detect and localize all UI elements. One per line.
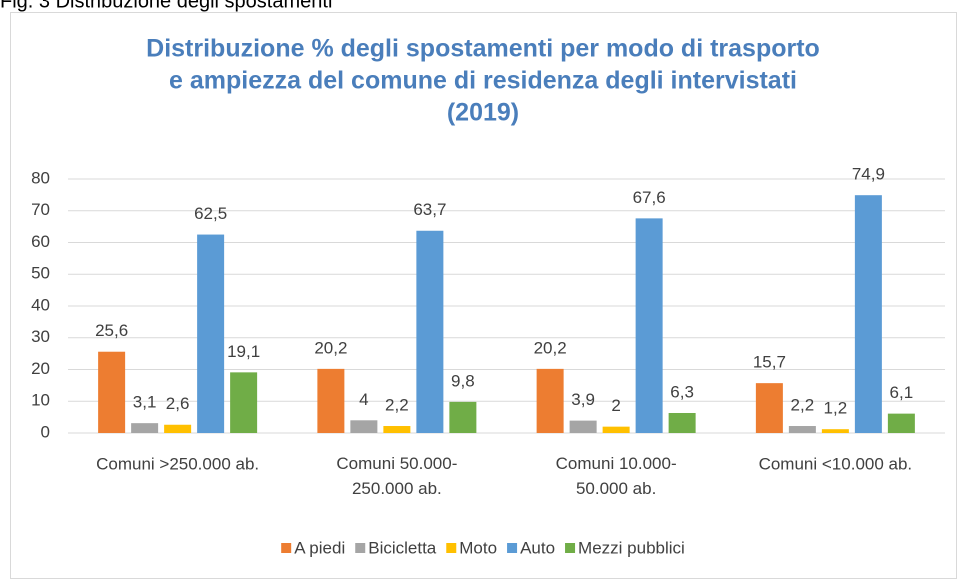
bar <box>635 218 663 433</box>
legend-label: Moto <box>459 538 497 557</box>
bar <box>821 429 849 433</box>
chart-title: e ampiezza del comune di residenza degli… <box>169 67 797 95</box>
chart-title: Distribuzione % degli spostamenti per mo… <box>146 35 820 63</box>
legend-swatch <box>565 543 576 553</box>
y-tick-label: 20 <box>31 359 50 378</box>
bar <box>755 383 783 433</box>
data-label: 2,2 <box>791 395 815 414</box>
bar <box>668 412 696 433</box>
bar <box>197 234 225 433</box>
bar <box>569 420 597 433</box>
y-tick-label: 80 <box>31 168 50 187</box>
data-label: 6,3 <box>670 382 694 401</box>
legend-swatch <box>507 543 518 553</box>
chart-frame <box>10 12 957 579</box>
x-tick-label: Comuni >250.000 ab. <box>96 454 259 473</box>
legend-swatch <box>281 543 292 553</box>
x-tick-label: Comuni 10.000-50.000 ab. <box>556 454 677 498</box>
data-label: 6,1 <box>890 383 914 402</box>
data-label: 25,6 <box>95 321 128 340</box>
data-label: 20,2 <box>314 338 347 357</box>
y-tick-label: 10 <box>31 391 50 410</box>
data-label: 15,7 <box>753 353 786 372</box>
data-label: 19,1 <box>227 342 260 361</box>
chart-title: (2019) <box>447 99 519 127</box>
data-label: 2 <box>611 396 620 415</box>
figure-caption: Fig. 3 Distribuzione degli spostamenti <box>0 0 332 12</box>
data-label: 20,2 <box>534 338 567 357</box>
data-label: 1,2 <box>824 399 848 418</box>
bar <box>854 195 882 433</box>
bar <box>887 413 915 433</box>
bar <box>164 424 192 433</box>
data-label: 67,6 <box>633 188 666 207</box>
legend-label: Auto <box>520 538 555 557</box>
data-label: 63,7 <box>413 200 446 219</box>
bar <box>317 368 345 433</box>
bar <box>230 372 258 433</box>
legend-label: A piedi <box>294 538 345 557</box>
y-tick-label: 50 <box>31 264 50 283</box>
y-tick-label: 30 <box>31 327 50 346</box>
data-label: 74,9 <box>852 165 885 184</box>
legend-swatch <box>355 543 366 553</box>
bar <box>449 401 477 433</box>
bar <box>788 426 816 433</box>
data-label: 4 <box>359 390 368 409</box>
bar <box>350 420 378 433</box>
y-tick-label: 40 <box>31 295 50 314</box>
x-tick-label: Comuni 50.000-250.000 ab. <box>336 454 457 498</box>
data-label: 3,9 <box>571 390 595 409</box>
bar <box>602 426 630 433</box>
data-label: 9,8 <box>451 371 475 390</box>
x-tick-label: Comuni <10.000 ab. <box>759 454 913 473</box>
data-label: 3,1 <box>133 393 157 412</box>
data-label: 62,5 <box>194 204 227 223</box>
legend-label: Mezzi pubblici <box>578 538 685 557</box>
bar <box>416 230 444 433</box>
data-label: 2,2 <box>385 395 409 414</box>
legend-swatch <box>446 543 457 553</box>
bar <box>536 368 564 433</box>
legend-label: Bicicletta <box>368 538 437 557</box>
y-tick-label: 0 <box>41 422 50 441</box>
y-tick-label: 60 <box>31 232 50 251</box>
y-tick-label: 70 <box>31 200 50 219</box>
bar <box>131 423 159 433</box>
bar <box>383 426 411 433</box>
bar <box>98 351 126 433</box>
data-label: 2,6 <box>166 394 190 413</box>
